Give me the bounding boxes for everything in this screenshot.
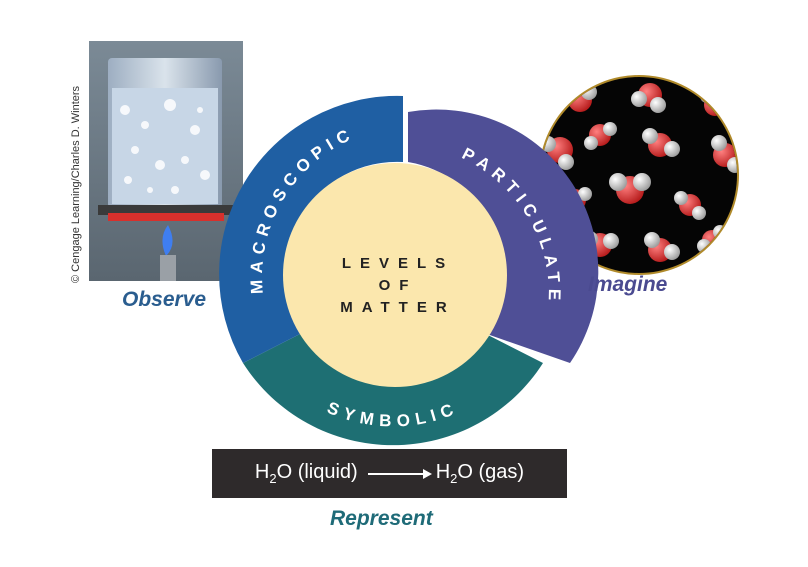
equation-left: H2O (liquid): [254, 461, 358, 486]
center-line-of: OF: [379, 277, 418, 294]
observe-caption: Observe: [122, 288, 207, 311]
center-disk: [283, 163, 507, 387]
center-line-levels: LEVELS: [342, 255, 454, 272]
imagine-caption: Imagine: [588, 273, 668, 296]
represent-caption: Represent: [330, 507, 433, 530]
photo-credit: © Cengage Learning/Charles D. Winters: [70, 85, 82, 283]
reaction-arrow-icon: [367, 468, 432, 479]
symbolic-segment: [243, 333, 543, 446]
equation-right: H2O (gas): [435, 461, 525, 486]
macroscopic-segment: [219, 95, 403, 364]
equation-box: H2O (liquid) H2O (gas): [212, 449, 567, 498]
particulate-segment: [408, 109, 599, 363]
boiling-water-photo: [89, 41, 243, 281]
center-line-matter: MATTER: [340, 299, 455, 316]
